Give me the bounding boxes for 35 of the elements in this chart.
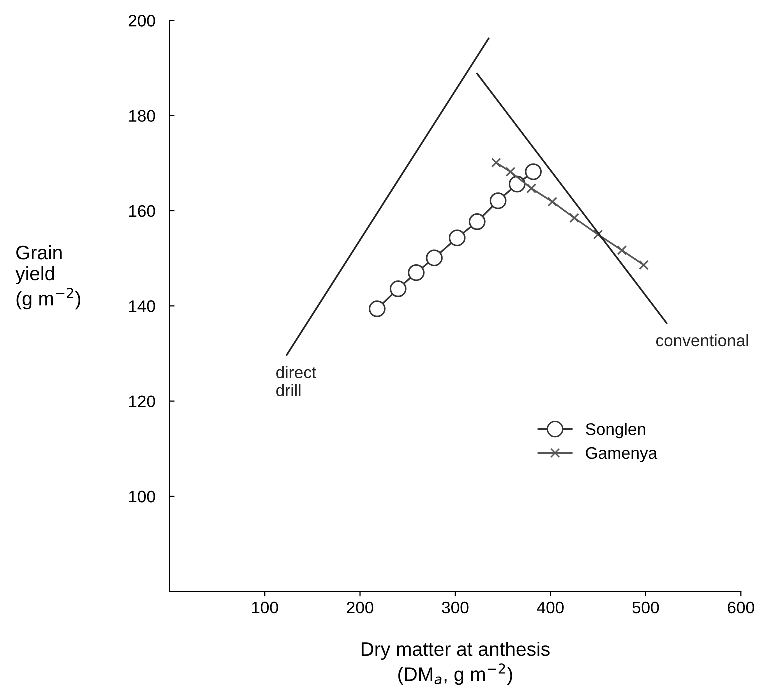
point (617, 246, 628, 256)
y-tick-label: 140 (129, 300, 156, 312)
point (506, 167, 516, 177)
x-tick-label: 500 (632, 602, 660, 614)
point (491, 158, 502, 168)
y-tick-label: 200 (128, 15, 156, 27)
point (526, 184, 537, 194)
legend-label: Songlen (586, 423, 646, 439)
point (426, 250, 443, 266)
y-tick-label: 120 (129, 396, 156, 408)
point (390, 280, 407, 298)
x-tick-label: 300 (442, 602, 469, 614)
y-tick-label: 160 (129, 205, 156, 218)
x-tick-label: 100 (252, 602, 278, 614)
x-tick-label: 600 (728, 602, 754, 614)
x-tick-label: 400 (537, 602, 564, 614)
x-tick-label: 200 (347, 602, 374, 614)
legend-label: Gamenya (586, 447, 658, 462)
y-tick-label: 180 (129, 110, 156, 122)
point (490, 192, 507, 210)
point (508, 176, 526, 193)
point (468, 214, 486, 230)
point (369, 300, 386, 318)
y-axis-title: Grain yield (g m$^{−2}$) (16, 245, 81, 310)
point (570, 213, 580, 224)
series-label: direct drill (276, 366, 316, 396)
x-axis-title: Dry matter at anthesis (DM$_{a}$, g m$^{−2}$) (362, 642, 550, 686)
series-label: conventional (656, 334, 748, 347)
point (639, 260, 649, 270)
point (593, 230, 604, 240)
point (448, 230, 466, 247)
y-tick-label: 100 (129, 490, 156, 503)
point (525, 164, 542, 180)
point (548, 197, 558, 207)
point (408, 264, 425, 282)
